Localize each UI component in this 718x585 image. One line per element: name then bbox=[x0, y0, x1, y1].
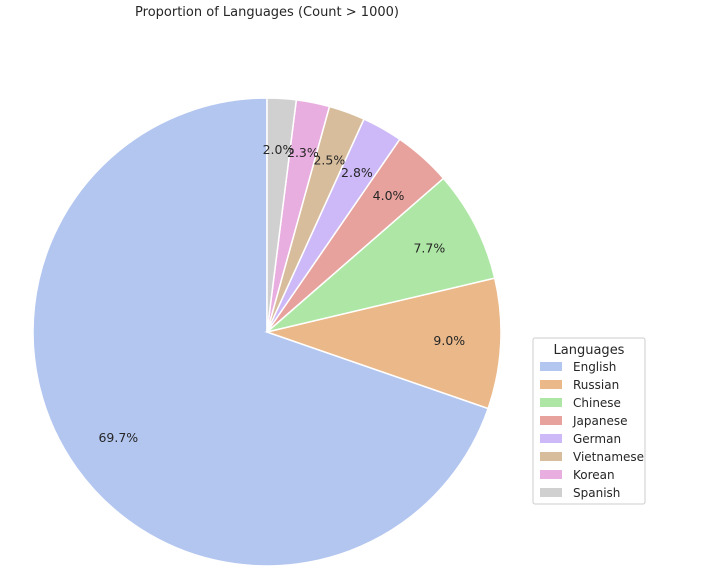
percent-label-english: 69.7% bbox=[98, 430, 138, 445]
percent-labels: 69.7% 9.0% 7.7% 4.0%2.8%2.5%2.3%2.0% bbox=[98, 142, 465, 445]
percent-label-chinese: 7.7% bbox=[413, 241, 445, 256]
legend-label-spanish: Spanish bbox=[573, 486, 620, 500]
pie-slice-english bbox=[32, 97, 490, 567]
percent-label-german: 2.8% bbox=[341, 165, 373, 180]
legend-label-chinese: Chinese bbox=[573, 396, 621, 410]
legend: Languages English Russian Chinese Japanese G… bbox=[532, 337, 646, 505]
percent-label-vietnamese: 2.5% bbox=[313, 152, 345, 167]
percent-label-spanish: 2.0% bbox=[263, 142, 295, 157]
legend-label-japanese: Japanese bbox=[572, 414, 628, 428]
legend-swatch-russian bbox=[540, 380, 562, 389]
legend-swatch-korean bbox=[540, 470, 562, 479]
legend-title: Languages bbox=[554, 343, 625, 358]
percent-label-japanese: 4.0% bbox=[373, 188, 405, 203]
legend-swatch-spanish bbox=[540, 488, 562, 497]
chart-title: Proportion of Languages (Count > 1000) bbox=[135, 5, 399, 20]
legend-swatch-japanese bbox=[540, 416, 562, 425]
legend-items: English Russian Chinese Japanese German Vietn… bbox=[540, 360, 644, 500]
pie-slice-spanish bbox=[266, 97, 298, 333]
pie-slices bbox=[32, 97, 502, 567]
legend-label-english: English bbox=[573, 360, 616, 374]
pie-slice-russian bbox=[264, 277, 502, 410]
legend-swatch-english bbox=[540, 362, 562, 371]
percent-label-russian: 9.0% bbox=[433, 333, 465, 348]
legend-swatch-chinese bbox=[540, 398, 562, 407]
legend-label-russian: Russian bbox=[573, 378, 619, 392]
percent-label-korean: 2.3% bbox=[287, 145, 319, 160]
legend-swatch-vietnamese bbox=[540, 452, 562, 461]
pie-slice-chinese bbox=[266, 177, 496, 333]
legend-swatch-german bbox=[540, 434, 562, 443]
legend-label-korean: Korean bbox=[573, 468, 615, 482]
legend-frame bbox=[532, 337, 646, 505]
legend-label-german: German bbox=[573, 432, 621, 446]
legend-label-vietnamese: Vietnamese bbox=[573, 450, 644, 464]
